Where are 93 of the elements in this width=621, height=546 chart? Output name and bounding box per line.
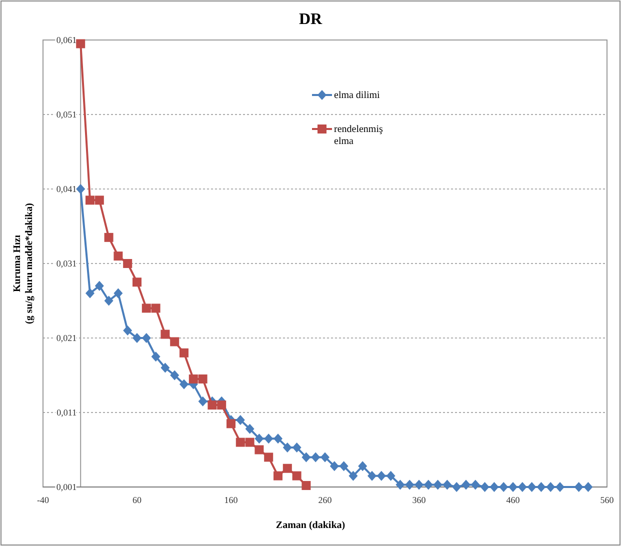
point xyxy=(86,288,94,298)
point xyxy=(386,470,396,481)
legend-label: rendelenmiş elma xyxy=(334,124,383,147)
point xyxy=(556,482,564,492)
point xyxy=(424,480,433,490)
chart-title: DR xyxy=(298,11,322,28)
y-tick-label: 0,021 xyxy=(56,333,77,343)
point xyxy=(405,480,414,490)
point xyxy=(245,438,254,447)
x-tick-label: 60 xyxy=(132,495,142,505)
point xyxy=(274,434,282,444)
point xyxy=(254,434,264,444)
point xyxy=(282,442,292,453)
point xyxy=(132,278,142,287)
point xyxy=(348,470,358,481)
point xyxy=(546,482,556,492)
point xyxy=(94,196,104,205)
x-tick-label: 260 xyxy=(318,495,332,505)
point xyxy=(188,374,198,384)
x-axis-title: Zaman (dakika) xyxy=(276,520,346,531)
point xyxy=(170,337,180,346)
point xyxy=(76,39,86,48)
point xyxy=(358,461,368,472)
x-tick-label: 460 xyxy=(506,495,520,505)
legend-label: elma dilimi xyxy=(334,90,380,101)
x-tick-label: 360 xyxy=(412,495,426,505)
point xyxy=(264,452,274,462)
y-tick-label: 0,031 xyxy=(56,258,77,268)
point xyxy=(462,480,470,490)
x-tick-label: 560 xyxy=(600,495,614,505)
point xyxy=(433,480,442,490)
point xyxy=(508,482,518,492)
point xyxy=(198,396,208,406)
point xyxy=(170,370,180,380)
y-axis-title: Kuruma Hızı (g su/g kuru madde*dakika) xyxy=(12,203,35,324)
point xyxy=(160,362,170,373)
point xyxy=(236,414,245,425)
point xyxy=(442,480,452,490)
point xyxy=(151,352,160,362)
point xyxy=(114,252,123,261)
point xyxy=(320,452,330,462)
point xyxy=(311,452,320,462)
point xyxy=(104,296,114,306)
point xyxy=(160,330,170,339)
x-tick-label: -40 xyxy=(37,495,50,505)
point xyxy=(123,259,132,268)
point xyxy=(180,348,188,358)
y-tick-label: 0,011 xyxy=(56,408,77,418)
point xyxy=(180,379,188,390)
x-tick-label: 160 xyxy=(224,495,238,505)
point xyxy=(396,480,405,490)
point xyxy=(274,471,282,480)
point xyxy=(132,333,142,343)
point xyxy=(480,482,490,492)
point xyxy=(236,438,245,447)
point xyxy=(292,442,302,453)
point xyxy=(499,482,508,492)
point xyxy=(282,464,292,473)
point xyxy=(114,288,123,298)
point xyxy=(86,196,94,205)
point xyxy=(208,400,217,410)
point xyxy=(226,419,236,428)
point xyxy=(574,482,584,492)
point xyxy=(123,326,132,336)
point xyxy=(142,304,151,313)
y-tick-label: 0,061 xyxy=(56,35,77,45)
point xyxy=(490,482,499,492)
point xyxy=(198,374,208,384)
point xyxy=(245,424,254,434)
point xyxy=(94,280,104,291)
point xyxy=(302,452,311,462)
point xyxy=(151,304,160,313)
point xyxy=(302,481,311,490)
point xyxy=(104,232,114,242)
point xyxy=(376,470,386,481)
point xyxy=(292,471,302,480)
point xyxy=(470,480,480,490)
point xyxy=(368,470,376,481)
point xyxy=(518,482,527,492)
point xyxy=(217,400,226,410)
point xyxy=(330,461,339,472)
point xyxy=(452,482,462,492)
y-tick-label: 0,051 xyxy=(56,110,77,120)
point xyxy=(339,461,348,472)
point xyxy=(254,445,264,454)
point xyxy=(527,482,536,492)
point xyxy=(584,482,593,492)
point xyxy=(264,434,274,444)
y-tick-label: 0,041 xyxy=(56,184,77,194)
point xyxy=(76,184,86,194)
point xyxy=(414,480,424,490)
point xyxy=(142,333,151,343)
point xyxy=(536,482,546,492)
